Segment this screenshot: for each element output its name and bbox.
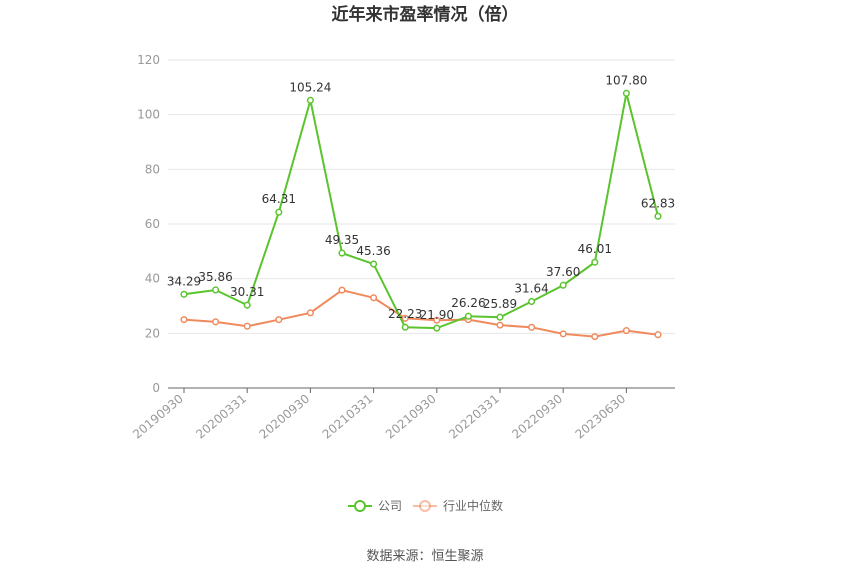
chart-title: 近年来市盈率情况（倍） — [332, 4, 519, 25]
legend-marker — [354, 500, 366, 512]
data-point[interactable] — [370, 294, 378, 302]
data-point[interactable] — [306, 309, 314, 317]
data-point[interactable] — [401, 323, 409, 331]
x-tick-label: 20210331 — [320, 392, 376, 442]
y-tick-label: 20 — [145, 326, 160, 340]
data-point[interactable] — [654, 331, 662, 339]
data-point[interactable] — [528, 297, 536, 306]
data-point[interactable] — [401, 314, 409, 322]
y-tick-label: 80 — [145, 162, 160, 176]
data-label: 31.64 — [514, 282, 548, 296]
data-point[interactable] — [559, 330, 567, 338]
legend-item-1[interactable]: 行业中位数 — [413, 498, 503, 513]
data-label: 46.01 — [578, 242, 612, 256]
data-point[interactable] — [306, 96, 314, 104]
data-point[interactable] — [496, 321, 504, 329]
data-label: 21.90 — [420, 308, 454, 322]
data-label: 35.86 — [198, 270, 232, 284]
data-point[interactable] — [591, 333, 599, 341]
data-point[interactable] — [622, 327, 630, 335]
data-label: 25.89 — [483, 297, 517, 311]
grid-lines — [168, 59, 675, 334]
data-point[interactable] — [559, 281, 567, 289]
x-tick-label: 20230630 — [573, 392, 629, 442]
y-tick-label: 100 — [137, 108, 160, 122]
data-point[interactable] — [591, 258, 599, 266]
data-label: 22.23 — [388, 307, 422, 321]
legend[interactable]: 公司 行业中位数 — [348, 498, 503, 513]
x-tick-label: 20200930 — [257, 392, 313, 442]
y-tick-label: 120 — [137, 53, 160, 67]
data-point[interactable] — [433, 324, 441, 332]
y-tick-label: 0 — [152, 381, 160, 395]
legend-marker — [419, 500, 431, 512]
data-point[interactable] — [212, 286, 220, 294]
data-point[interactable] — [243, 301, 251, 309]
x-tick-label: 20190930 — [130, 392, 186, 442]
y-axis: 0 20 40 60 80 100 120 — [137, 53, 160, 395]
data-label: 64.31 — [262, 192, 296, 206]
x-tick-label: 20210930 — [383, 392, 439, 442]
data-point[interactable] — [338, 286, 346, 294]
data-label: 37.60 — [546, 265, 580, 279]
legend-label: 行业中位数 — [443, 498, 503, 513]
data-label: 105.24 — [289, 80, 331, 94]
y-tick-label: 40 — [145, 272, 160, 286]
series-lines — [180, 89, 662, 341]
y-tick-label: 60 — [145, 217, 160, 231]
data-point[interactable] — [275, 316, 283, 324]
data-point[interactable] — [496, 313, 504, 321]
data-point[interactable] — [212, 318, 220, 326]
source-note: 数据来源：恒生聚源 — [366, 549, 483, 564]
legend-label: 公司 — [378, 499, 402, 513]
data-label: 45.36 — [356, 244, 390, 258]
data-point[interactable] — [433, 316, 441, 324]
data-point[interactable] — [370, 260, 378, 268]
data-label: 30.31 — [230, 285, 264, 299]
data-point[interactable] — [180, 316, 188, 324]
series-line-0 — [183, 93, 659, 330]
data-point[interactable] — [622, 89, 630, 97]
x-tick-label: 20220930 — [509, 392, 565, 442]
data-point[interactable] — [275, 208, 283, 216]
series-line-1 — [183, 289, 659, 338]
data-label: 62.83 — [641, 196, 675, 210]
data-point[interactable] — [654, 212, 662, 220]
data-label: 34.29 — [167, 274, 201, 288]
data-point[interactable] — [243, 322, 251, 330]
data-point[interactable] — [180, 290, 188, 298]
data-label: 107.80 — [605, 73, 647, 87]
data-point[interactable] — [464, 312, 472, 320]
data-label: 49.35 — [325, 233, 359, 247]
x-tick-label: 20220331 — [446, 392, 502, 442]
data-point[interactable] — [528, 323, 536, 331]
data-label: 26.26 — [451, 296, 485, 310]
x-tick-label: 20200331 — [193, 392, 249, 442]
legend-item-0[interactable]: 公司 — [348, 499, 402, 513]
x-axis: 20190930 20200331 20200930 20210331 20210930… — [130, 387, 675, 442]
data-point[interactable] — [338, 249, 346, 257]
